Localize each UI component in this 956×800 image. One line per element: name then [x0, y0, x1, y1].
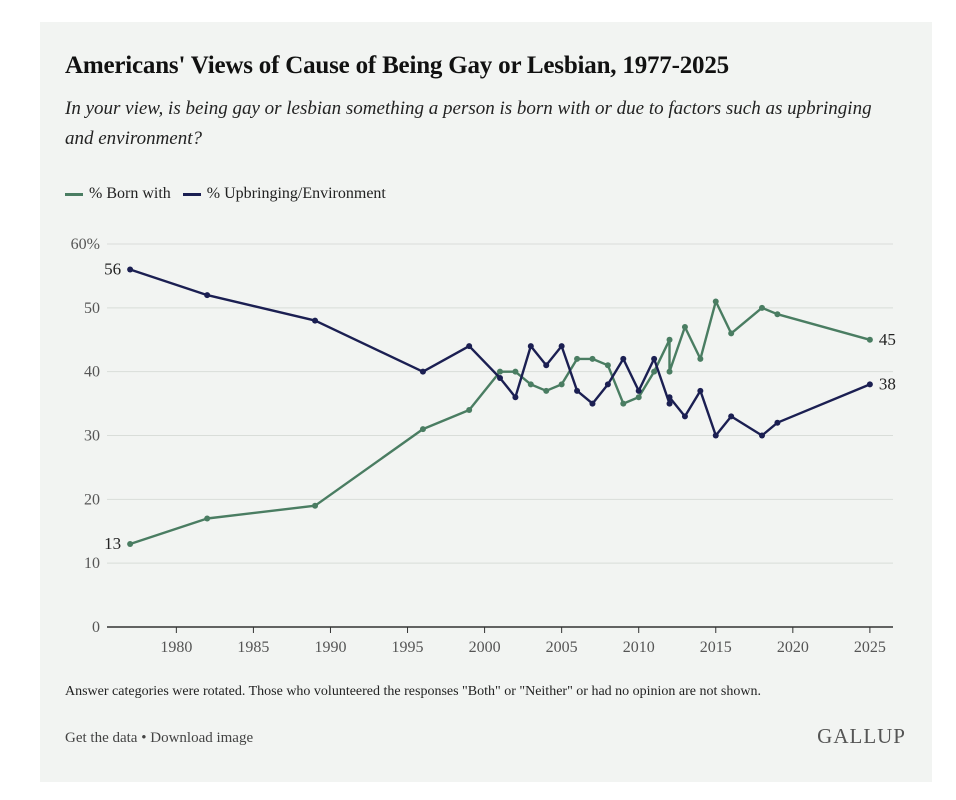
x-tick-label: 1985: [237, 639, 269, 656]
x-tick-label: 2010: [623, 639, 655, 656]
end-value-label: 45: [879, 330, 896, 349]
x-tick-label: 2025: [854, 639, 886, 656]
data-point: [312, 502, 319, 509]
footer-links: Get the data • Download image: [65, 730, 253, 747]
start-value-label: 13: [104, 534, 121, 553]
data-point: [466, 406, 473, 413]
x-tick-label: 1990: [314, 639, 346, 656]
chart-subtitle: In your view, is being gay or lesbian so…: [65, 98, 872, 149]
data-point: [666, 336, 673, 343]
data-point: [527, 343, 534, 350]
legend-item-born-with: % Born with: [65, 185, 171, 203]
data-point: [543, 362, 550, 369]
data-point: [419, 426, 426, 433]
data-point: [574, 355, 581, 362]
chart-card: Americans' Views of Cause of Being Gay o…: [40, 22, 932, 782]
data-point: [466, 343, 473, 350]
x-tick-label: 2015: [700, 639, 732, 656]
chart-legend: % Born with % Upbringing/Environment: [65, 185, 398, 203]
data-point: [312, 317, 319, 324]
data-point: [759, 432, 765, 439]
data-point: [543, 387, 550, 394]
legend-item-upbringing: % Upbringing/Environment: [182, 185, 386, 203]
data-point: [666, 394, 673, 401]
data-point: [651, 368, 658, 375]
data-point: [651, 355, 658, 362]
y-tick-label: 60%: [71, 236, 100, 253]
x-tick-label: 1980: [160, 639, 192, 656]
legend-swatch-born-with: [65, 192, 83, 196]
legend-label-upbringing: % Upbringing/Environment: [206, 185, 386, 202]
data-point: [635, 394, 642, 401]
y-tick-label: 20: [84, 491, 100, 508]
data-point: [497, 368, 503, 375]
data-point: [204, 515, 211, 522]
x-tick-label: 2020: [777, 639, 809, 656]
data-point: [759, 304, 765, 311]
data-point: [512, 394, 519, 401]
data-point: [558, 381, 565, 388]
footnote: Answer categories were rotated. Those wh…: [65, 684, 761, 699]
gallup-logo: GALLUP: [817, 724, 906, 748]
chart-title: Americans' Views of Cause of Being Gay o…: [65, 52, 729, 79]
data-point: [666, 368, 673, 375]
series-line-1: [129, 268, 871, 437]
data-point: [558, 343, 565, 350]
line-chart: 0 10 20 30 40 50 60% 1980 1985 1990 1995 2000 2005 20…: [71, 236, 896, 656]
data-point: [697, 355, 704, 362]
data-point: [712, 298, 719, 305]
data-point: [697, 387, 704, 394]
data-point: [681, 323, 688, 330]
data-point: [712, 432, 719, 439]
data-point: [774, 311, 781, 318]
x-tick-label: 1995: [392, 639, 424, 656]
footer-separator: •: [141, 730, 147, 746]
y-tick-label: 50: [84, 300, 100, 317]
x-tick-label: 2000: [469, 639, 501, 656]
data-point: [620, 400, 627, 407]
data-point: [527, 381, 534, 388]
data-point: [512, 368, 519, 375]
y-tick-label: 0: [92, 619, 100, 636]
data-point: [728, 330, 735, 337]
data-point: [497, 375, 503, 382]
data-point: [866, 381, 873, 388]
end-value-label: 38: [879, 374, 896, 393]
data-point: [604, 381, 611, 388]
download-image-link[interactable]: Download image: [150, 730, 254, 746]
start-value-label: 56: [104, 260, 121, 279]
data-point: [866, 336, 873, 343]
x-tick-label: 2005: [546, 639, 578, 656]
legend-swatch-upbringing: [182, 192, 201, 196]
series-line-0: [129, 300, 871, 546]
data-point: [589, 355, 596, 362]
data-point: [127, 266, 134, 273]
y-tick-label: 10: [84, 555, 100, 572]
data-point: [620, 355, 627, 362]
data-point: [204, 292, 211, 299]
data-point: [728, 413, 735, 420]
get-data-link[interactable]: Get the data: [65, 730, 138, 746]
y-tick-label: 30: [84, 428, 100, 445]
data-point: [681, 413, 688, 420]
data-point: [589, 400, 596, 407]
data-point: [774, 419, 781, 426]
data-point: [127, 541, 134, 548]
data-point: [419, 368, 426, 375]
y-tick-label: 40: [84, 364, 100, 381]
data-point: [574, 387, 581, 394]
data-point: [635, 387, 642, 394]
data-point: [666, 400, 673, 407]
data-point: [604, 362, 611, 369]
legend-label-born-with: % Born with: [89, 185, 171, 202]
